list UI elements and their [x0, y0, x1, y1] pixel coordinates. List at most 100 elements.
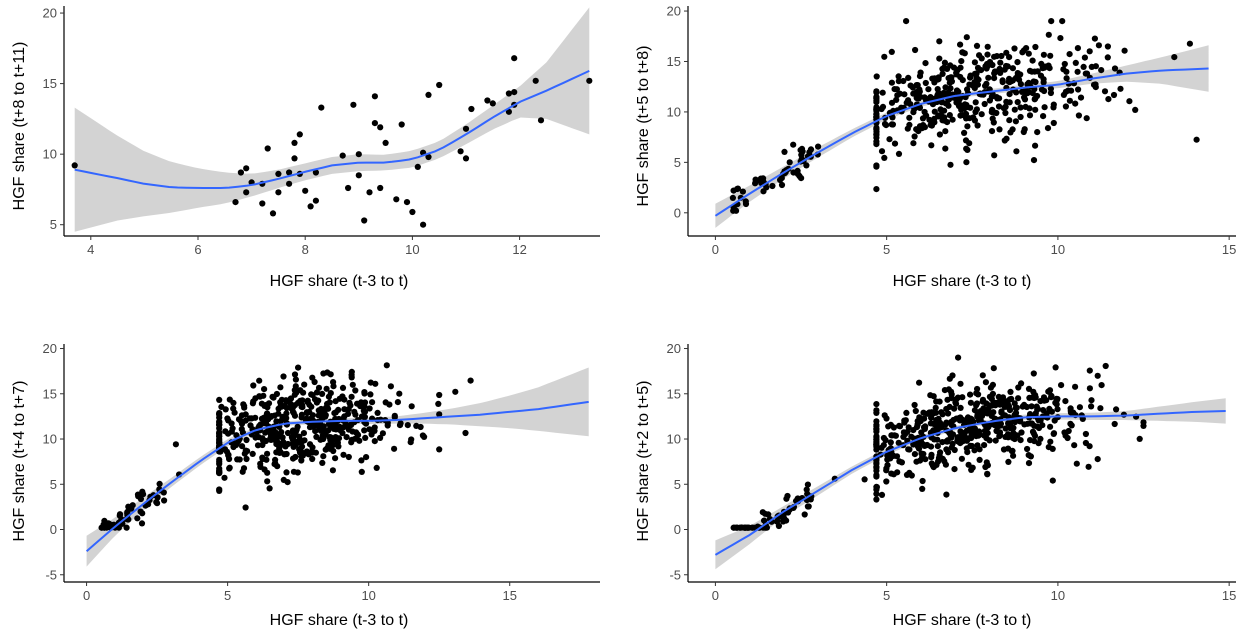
data-point	[911, 451, 919, 458]
data-point	[984, 430, 991, 437]
data-point	[332, 409, 339, 416]
data-point	[345, 410, 352, 417]
smooth-line	[74, 69, 590, 189]
data-point	[349, 381, 356, 388]
data-point	[1030, 370, 1037, 377]
data-point	[256, 377, 263, 384]
data-point	[329, 467, 336, 474]
data-point	[137, 508, 144, 515]
data-point	[1016, 76, 1023, 83]
confidence-band	[715, 45, 1209, 228]
data-point	[292, 376, 299, 383]
data-point	[907, 101, 914, 108]
data-point	[1002, 433, 1009, 440]
data-point	[1082, 430, 1089, 438]
data-point	[878, 105, 885, 113]
data-point	[409, 208, 416, 216]
x-axis-title: HGF share (t-3 to t)	[893, 273, 1032, 290]
data-point	[311, 378, 318, 386]
data-point	[1091, 35, 1098, 42]
data-point	[949, 116, 956, 123]
data-point	[1047, 438, 1054, 445]
x-tick-label: 4	[87, 242, 94, 257]
data-point	[873, 496, 880, 503]
data-point	[1041, 87, 1048, 95]
data-point	[351, 408, 358, 415]
data-point	[330, 447, 337, 455]
y-tick-label: 15	[43, 386, 57, 401]
data-point	[139, 488, 146, 495]
data-point	[332, 398, 339, 405]
data-point	[958, 455, 966, 462]
data-point	[1048, 18, 1055, 25]
data-point	[752, 180, 759, 187]
data-point	[301, 381, 308, 388]
data-point	[1029, 57, 1036, 64]
data-point	[125, 503, 132, 510]
data-point	[996, 126, 1003, 133]
data-point	[312, 169, 319, 176]
scatter-points	[98, 362, 474, 531]
data-point	[922, 60, 929, 67]
data-point	[153, 499, 160, 506]
y-tick-label: -5	[669, 567, 681, 582]
y-tick-label: 5	[674, 477, 681, 492]
data-point	[769, 182, 776, 190]
data-point	[1045, 388, 1052, 395]
data-point	[919, 477, 926, 485]
data-point	[1010, 452, 1017, 459]
data-point	[345, 406, 352, 413]
data-point	[988, 402, 996, 409]
data-point	[1045, 62, 1052, 69]
data-point	[252, 434, 259, 441]
data-point	[967, 391, 974, 398]
data-point	[943, 405, 950, 413]
data-point	[803, 162, 810, 169]
data-point	[807, 146, 815, 153]
data-point	[283, 398, 290, 405]
data-point	[484, 97, 491, 104]
data-point	[235, 416, 243, 423]
x-tick-label: 5	[883, 242, 890, 257]
data-point	[734, 185, 742, 192]
data-point	[329, 442, 336, 449]
data-point	[950, 416, 957, 424]
data-point	[1017, 104, 1024, 111]
data-point	[272, 429, 279, 436]
data-point	[895, 150, 903, 157]
data-point	[283, 404, 290, 412]
confidence-band	[74, 7, 590, 232]
data-point	[974, 122, 981, 129]
data-point	[1101, 88, 1109, 95]
data-point	[386, 401, 393, 408]
data-point	[1017, 437, 1024, 444]
y-axis-title: HGF share (t+8 to t+11)	[11, 42, 28, 211]
data-point	[1065, 427, 1072, 435]
data-point	[315, 407, 322, 414]
data-point	[984, 410, 991, 417]
data-point	[286, 169, 293, 176]
data-point	[963, 34, 970, 41]
data-point	[905, 424, 912, 431]
data-point	[511, 89, 518, 96]
data-point	[304, 399, 311, 406]
data-point	[982, 379, 990, 386]
data-point	[373, 464, 380, 471]
data-point	[259, 435, 266, 442]
data-point	[927, 121, 934, 129]
confidence-band-area	[715, 45, 1209, 228]
data-point	[1060, 66, 1067, 73]
data-point	[350, 101, 357, 108]
data-point	[1140, 419, 1147, 426]
data-point	[137, 495, 144, 503]
data-point	[954, 434, 961, 441]
axes: 4 6 8 10 12 5 10 15 20	[43, 6, 600, 257]
data-point	[928, 95, 935, 102]
data-point	[1031, 432, 1039, 439]
data-point	[984, 60, 991, 68]
data-point	[1186, 40, 1193, 47]
data-point	[462, 155, 470, 162]
data-point	[733, 207, 740, 214]
data-point	[277, 399, 284, 406]
data-point	[973, 42, 981, 50]
